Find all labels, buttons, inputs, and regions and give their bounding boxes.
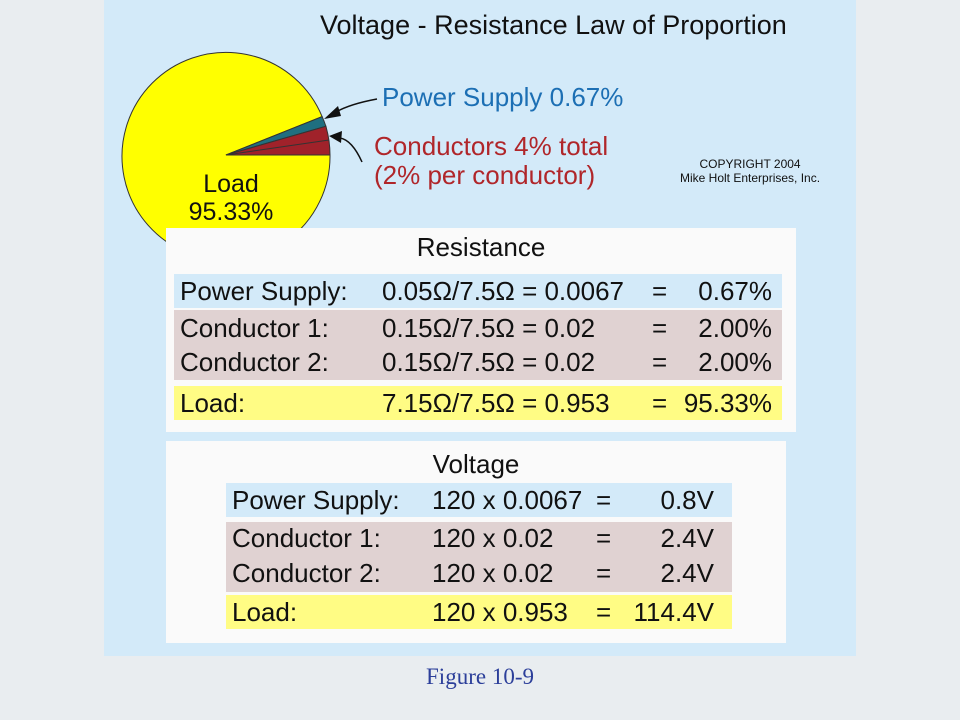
row-result: 0.67% <box>698 276 772 306</box>
row-equals: = <box>596 597 612 627</box>
voltage-box: Voltage Power Supply: 120 x 0.0067 = 0.8… <box>166 441 786 643</box>
voltage-row-conductor-2: Conductor 2: 120 x 0.02 = 2.4V <box>226 556 732 590</box>
row-equals: = <box>652 276 668 306</box>
resistance-title: Resistance <box>416 232 546 262</box>
row-result: 114.4V <box>633 597 714 627</box>
resistance-row-conductor-1: Conductor 1: 0.15Ω/7.5Ω = 0.02 = 2.00% <box>174 311 782 345</box>
row-formula: 7.15Ω/7.5Ω = 0.953 <box>382 388 610 418</box>
resistance-box: Resistance Power Supply: 0.05Ω/7.5Ω = 0.… <box>166 228 796 432</box>
row-equals: = <box>596 558 612 588</box>
row-equals: = <box>596 485 612 515</box>
resistance-row-conductor-2: Conductor 2: 0.15Ω/7.5Ω = 0.02 = 2.00% <box>174 345 782 379</box>
row-result: 2.00% <box>698 313 772 343</box>
voltage-row-load: Load: 120 x 0.953 = 114.4V <box>226 595 732 629</box>
conductors-arrowhead <box>329 131 342 143</box>
row-label: Conductor 1: <box>232 523 381 553</box>
voltage-title: Voltage <box>432 449 520 479</box>
row-result: 0.8V <box>660 485 715 515</box>
row-equals: = <box>652 388 668 418</box>
row-formula: 120 x 0.953 <box>432 597 568 627</box>
resistance-conductor-band <box>174 310 782 380</box>
copyright-line1: COPYRIGHT 2004 <box>699 157 801 171</box>
conductor-divider-line <box>225 139 330 156</box>
row-label: Conductor 2: <box>232 558 381 588</box>
power-supply-label: Power Supply 0.67% <box>382 82 624 112</box>
row-label: Power Supply: <box>232 485 400 515</box>
row-result: 2.4V <box>660 523 715 553</box>
row-result: 2.00% <box>698 347 772 377</box>
power-supply-arrow <box>335 98 378 113</box>
voltage-conductor-band <box>226 522 732 592</box>
load-label-line1: Load <box>203 170 259 198</box>
conductors-label: Conductors 4% total (2% per conductor) <box>374 131 609 191</box>
row-label: Load: <box>232 597 298 627</box>
conductors-label-line1: Conductors 4% total <box>374 131 609 161</box>
power-supply-arrowhead <box>324 106 341 119</box>
row-equals: = <box>652 347 668 377</box>
row-equals: = <box>652 313 668 343</box>
row-result: 2.4V <box>660 558 715 588</box>
voltage-row-power-supply: Power Supply: 120 x 0.0067 = 0.8V <box>226 483 732 517</box>
row-formula: 120 x 0.02 <box>432 558 554 588</box>
row-formula: 120 x 0.02 <box>432 523 554 553</box>
resistance-row-load: Load: 7.15Ω/7.5Ω = 0.953 = 95.33% <box>174 386 782 420</box>
slide-title: Voltage - Resistance Law of Proportion <box>320 10 787 40</box>
row-formula: 0.15Ω/7.5Ω = 0.02 <box>382 347 596 377</box>
conductors-label-line2: (2% per conductor) <box>374 160 596 191</box>
load-label: Load 95.33% <box>176 170 286 226</box>
row-formula: 0.05Ω/7.5Ω = 0.0067 <box>382 276 624 306</box>
row-label: Power Supply: <box>180 276 348 306</box>
load-label-line2: 95.33% <box>188 198 274 226</box>
row-label: Conductor 2: <box>180 347 329 377</box>
copyright-line2: Mike Holt Enterprises, Inc. <box>680 171 821 186</box>
voltage-row-conductor-1: Conductor 1: 120 x 0.02 = 2.4V <box>226 521 732 555</box>
resistance-row-power-supply: Power Supply: 0.05Ω/7.5Ω = 0.0067 = 0.67… <box>174 274 782 308</box>
row-label: Load: <box>180 388 246 418</box>
conductors-arrow <box>339 137 363 163</box>
copyright-notice: COPYRIGHT 2004 Mike Holt Enterprises, In… <box>680 157 820 186</box>
figure-caption: Figure 10-9 <box>426 664 534 689</box>
row-equals: = <box>596 523 612 553</box>
row-label: Conductor 1: <box>180 313 329 343</box>
row-formula: 120 x 0.0067 <box>432 485 583 515</box>
row-result: 95.33% <box>683 388 772 418</box>
row-formula: 0.15Ω/7.5Ω = 0.02 <box>382 313 596 343</box>
